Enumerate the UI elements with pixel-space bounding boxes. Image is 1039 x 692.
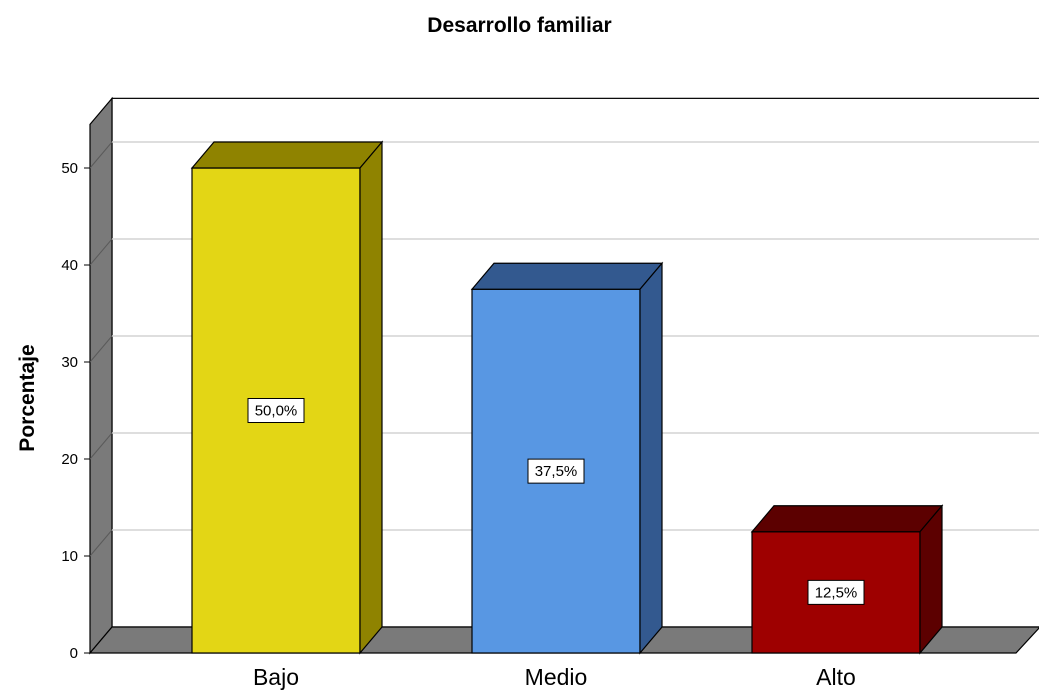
x-tick-label: Medio [525,664,588,690]
data-label-box [807,579,865,605]
x-axis: Bajo Medio Alto [253,664,856,690]
bar-side [359,140,383,655]
gridline-side [89,238,113,266]
bar-top [190,141,384,169]
data-label-box [247,398,305,423]
bar-side [919,504,943,655]
bar-top [470,262,664,290]
data-label-box [527,458,585,484]
y-tick-label: 50 [61,160,78,177]
bar-top [750,505,944,533]
gridline-side [89,335,113,363]
y-axis-label: Porcentaje [16,344,39,451]
gridline-side [89,529,113,557]
bar-side [639,261,663,655]
y-tick-label: 40 [61,257,78,274]
data-label: 12,5% [815,584,858,601]
y-tick-label: 10 [61,548,78,565]
y-tick-label: 20 [61,451,78,468]
gridline-side [89,432,113,460]
x-tick-label: Alto [816,664,856,690]
y-axis: 0 10 20 30 40 50 [61,160,90,662]
gridline-side [89,141,113,169]
chart-title: Desarrollo familiar [427,14,612,37]
y-tick-label: 0 [70,645,78,662]
x-tick-label: Bajo [253,664,299,690]
left-wall [89,96,113,655]
data-labels: 50,0% 37,5% 12,5% [247,398,865,605]
y-tick-label: 30 [61,354,78,371]
data-label: 37,5% [535,463,578,480]
data-label: 50,0% [255,403,298,420]
